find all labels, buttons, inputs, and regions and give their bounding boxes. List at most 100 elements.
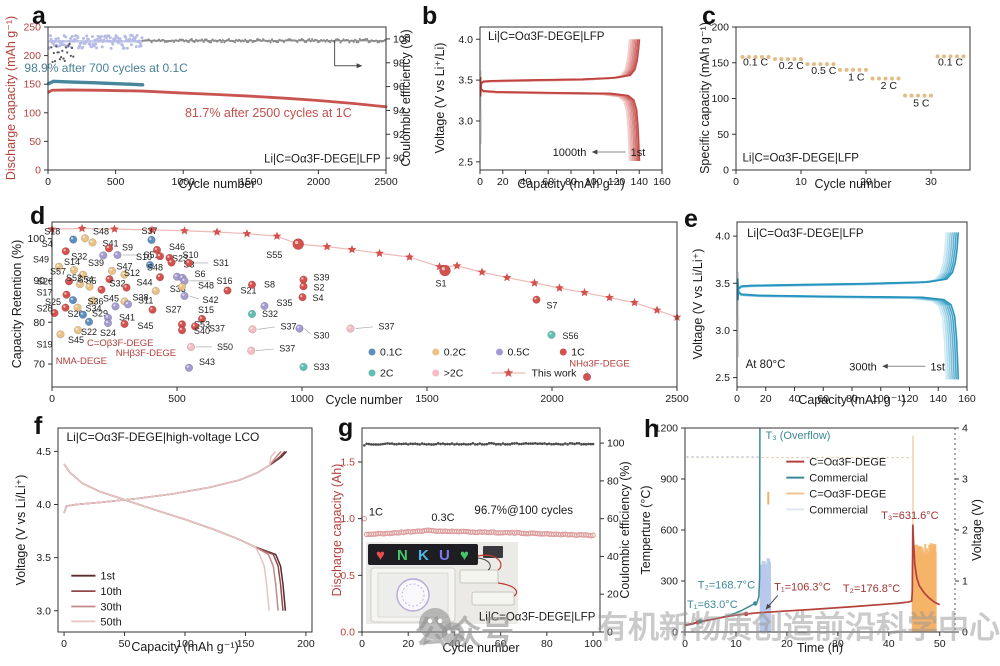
ce-01c-dots — [54, 37, 58, 41]
point-label: S4 — [313, 293, 324, 303]
panel-a: 0 500 1000 1500 2000 2500 0 50 100 150 200 250 90 92 9… — [4, 16, 413, 191]
data-point — [103, 319, 113, 328]
annotation: 96.7%@100 cycles — [474, 505, 573, 517]
y-tick-label: 3.0 — [458, 115, 473, 127]
y-tick-label: 1.5 — [340, 457, 355, 469]
temp-marker — [743, 611, 749, 617]
ce-1c-dots — [220, 40, 223, 44]
annotation: T₃ (Overflow) — [765, 430, 830, 442]
legend-label: 30th — [100, 602, 121, 614]
ce-point — [490, 441, 493, 445]
point-label: S41 — [119, 313, 135, 323]
x-tick-label: 40 — [789, 393, 801, 405]
legend-swatch — [496, 348, 503, 356]
ce-point — [369, 443, 373, 446]
y-tick-label: 3.0 — [715, 325, 730, 337]
data-point-highlight — [82, 236, 85, 239]
panel-e: 0 20 40 60 80 100 120 140 160 2.5 3.0 3.5 4.0 Capacit… — [691, 221, 976, 407]
data-point-highlight — [109, 268, 112, 271]
x-tick-label: 2500 — [374, 176, 398, 188]
ce-point — [543, 442, 546, 445]
ce-point — [448, 442, 452, 446]
ce-1c-dots — [358, 37, 361, 41]
rate-dot — [909, 93, 914, 98]
data-point — [247, 280, 257, 289]
led-char: N — [397, 547, 408, 564]
panel-letter-f: f — [34, 412, 43, 440]
y-axis-title: Discharge capacity (mAh g⁻¹) — [4, 16, 18, 180]
ce-early-dots — [64, 46, 68, 49]
rate-dot — [942, 54, 946, 59]
panel-b: 0 20 40 60 80 100 120 140 160 2.5 3.0 3.5 4.0 Capacit… — [433, 26, 671, 191]
rate-dot — [857, 67, 862, 72]
y-tick-label: 1.0 — [340, 513, 355, 525]
ce-1c-dots — [269, 41, 272, 44]
data-point-highlight — [301, 284, 304, 287]
ce-01c-dots — [129, 43, 133, 47]
ce-1c-dots — [184, 39, 187, 42]
annotation: T₂=168.7°C — [698, 580, 755, 592]
ce-point — [478, 442, 482, 445]
rate-dot — [922, 93, 927, 98]
y-tick-right-label: 80 — [607, 475, 619, 487]
this-work-star — [375, 248, 384, 258]
label-leader — [355, 326, 373, 329]
ce-early-dots — [51, 60, 54, 64]
ce-1c-dots — [346, 39, 349, 42]
legend-label: 0.2C — [444, 347, 467, 359]
data-point-highlight — [300, 294, 303, 298]
ce-1c-dots — [357, 40, 360, 44]
annotation: 0.3C — [431, 512, 454, 524]
y-tick-right-label: 1 — [962, 576, 968, 588]
ce-point — [455, 442, 459, 446]
y-axis-title-right: Coulombic efficiency (%) — [399, 29, 413, 166]
data-point — [298, 293, 307, 302]
x-tick-label: 2000 — [307, 176, 331, 188]
ce-01c-dots — [82, 36, 86, 40]
ce-point — [497, 442, 500, 446]
ce-01c-dots — [64, 35, 68, 39]
data-point — [123, 300, 133, 309]
y-tick-right-label: 92 — [393, 129, 405, 141]
x-tick-label: 1000 — [172, 176, 196, 188]
ce-1c-dots — [288, 38, 291, 41]
ce-point — [534, 442, 537, 445]
ce-1c-dots — [150, 41, 153, 44]
charge-curve — [479, 39, 641, 96]
legend-swatch — [368, 348, 376, 356]
data-point — [68, 296, 78, 305]
x-tick-label: 50 — [119, 638, 131, 650]
panel-c: 0.1 C 0.2 C 0.5 C 1 C 2 C 5 C 0.1 C 0 10 20 30 0 50 1… — [698, 22, 971, 191]
y-axis-title: Specific capacity (mAh g⁻¹) — [698, 22, 712, 174]
rate-dot — [753, 55, 758, 60]
ce-01c-dots — [90, 45, 94, 49]
x-axis-title: Capacity (mAh g⁻¹) — [798, 393, 905, 407]
watermark-wechat: 公众号 — [415, 606, 514, 654]
y-tick-label: 0 — [672, 627, 678, 639]
y-tick-label: 3.0 — [36, 605, 51, 617]
charge-curve — [63, 450, 282, 514]
ce-early-dots — [52, 51, 55, 55]
ce-01c-dots — [135, 33, 139, 37]
rate-dot — [877, 76, 881, 81]
point-label: S36 — [87, 296, 103, 306]
y-axis-title: Discharge capacity (Ah) — [330, 464, 344, 597]
ce-point — [545, 442, 549, 446]
rate-dot — [961, 54, 966, 59]
ce-point — [561, 443, 565, 446]
logo-badge-inner — [401, 583, 425, 607]
ce-point — [480, 443, 484, 446]
ce-early-dots — [63, 59, 66, 63]
ce-01c-dots — [125, 46, 129, 50]
ce-point — [531, 442, 535, 445]
point-label: S57 — [50, 267, 66, 277]
ce-1c-dots — [177, 39, 180, 43]
ce-1c-dots — [318, 40, 321, 43]
ce-point — [372, 443, 375, 446]
axes — [47, 26, 387, 171]
y-tick-label: 50 — [29, 136, 41, 148]
data-point — [56, 330, 65, 339]
annotation: T₁=106.3°C — [774, 581, 831, 593]
panel-f: 1st 10th 30th 50th 0 50 100 150 200 3.0 3.5 4.0 4.5 C… — [14, 427, 315, 654]
data-point-highlight — [52, 310, 55, 314]
